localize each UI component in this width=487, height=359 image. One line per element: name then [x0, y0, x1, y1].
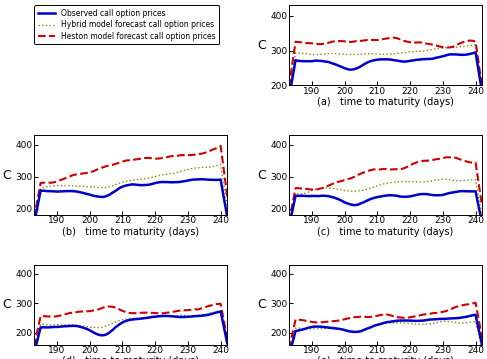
Y-axis label: C: C	[258, 168, 266, 182]
Legend: Observed call option prices, Hybrid model forecast call option prices, Heston mo: Observed call option prices, Hybrid mode…	[34, 5, 219, 45]
Y-axis label: C: C	[3, 168, 12, 182]
X-axis label: (b)   time to maturity (days): (b) time to maturity (days)	[62, 227, 199, 237]
Y-axis label: C: C	[258, 298, 266, 311]
X-axis label: (c)   time to maturity (days): (c) time to maturity (days)	[318, 227, 454, 237]
X-axis label: (e)   time to maturity (days): (e) time to maturity (days)	[317, 356, 454, 359]
X-axis label: (a)   time to maturity (days): (a) time to maturity (days)	[317, 97, 454, 107]
Y-axis label: C: C	[258, 39, 266, 52]
Y-axis label: C: C	[3, 298, 12, 311]
X-axis label: (d)   time to maturity (days): (d) time to maturity (days)	[62, 356, 199, 359]
